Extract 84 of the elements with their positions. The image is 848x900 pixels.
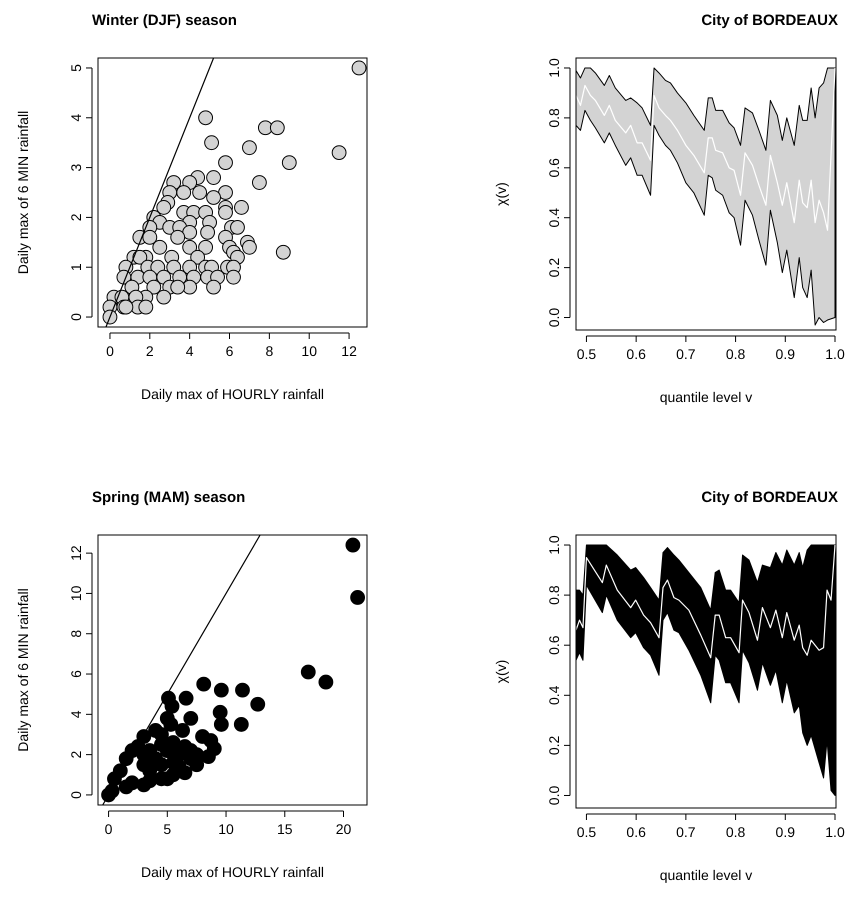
point: [235, 682, 250, 698]
y-tick-label: 0.6: [546, 158, 562, 178]
y-axis-title: Daily max of 6 MIN rainfall: [15, 588, 31, 752]
x-tick-label: 0.5: [576, 346, 596, 362]
point: [178, 690, 194, 706]
y-tick-label: 0.8: [546, 108, 562, 128]
x-axis-title: quantile level v: [660, 389, 752, 405]
y-tick-label: 0.2: [546, 258, 562, 278]
x-tick-label: 8: [265, 343, 274, 359]
x-tick-label: 0.6: [626, 824, 646, 840]
chart-title: City of BORDEAUX: [701, 489, 838, 506]
y-tick-label: 0.0: [546, 308, 562, 328]
x-tick-label: 20: [336, 821, 352, 837]
y-tick-label: 0.8: [546, 585, 562, 605]
y-tick-label: 2: [68, 750, 84, 759]
point: [175, 723, 190, 738]
x-tick-label: 4: [186, 343, 194, 359]
y-tick-label: 4: [68, 114, 84, 122]
x-tick-label: 0: [106, 343, 114, 359]
point: [178, 765, 192, 780]
y-tick-label: 6: [68, 670, 84, 678]
x-tick-label: 0.7: [676, 824, 696, 840]
line-series: [576, 544, 836, 658]
point: [164, 698, 180, 714]
y-axis-title: χ(v): [493, 660, 509, 684]
point: [118, 751, 134, 766]
point: [300, 664, 316, 680]
point: [163, 717, 178, 732]
y-tick-label: 8: [68, 630, 84, 638]
y-tick-label: 0.2: [546, 735, 562, 756]
point: [201, 749, 216, 764]
point: [124, 775, 140, 790]
point: [212, 704, 228, 720]
point: [234, 717, 249, 732]
x-tick-label: 10: [218, 821, 234, 837]
x-tick-label: 2: [146, 343, 154, 359]
point: [345, 538, 360, 552]
x-tick-label: 0.8: [726, 346, 746, 362]
x-tick-label: 0.6: [626, 346, 646, 362]
line-series: [576, 67, 836, 231]
chart-title: City of BORDEAUX: [701, 12, 838, 29]
x-tick-label: 0: [104, 821, 113, 837]
y-tick-label: 2: [68, 213, 84, 222]
point: [214, 682, 229, 698]
x-axis-title: Daily max of HOURLY rainfall: [140, 864, 324, 880]
y-tick-label: 0.6: [546, 635, 562, 655]
x-tick-label: 6: [226, 343, 234, 359]
x-tick-label: 5: [163, 821, 172, 837]
x-axis-title: quantile level v: [660, 867, 752, 883]
y-tick-label: 0.0: [546, 786, 562, 806]
x-tick-label: 10: [301, 343, 318, 359]
point: [214, 717, 229, 732]
point: [250, 696, 266, 712]
point: [318, 674, 334, 690]
y-tick-label: 5: [68, 64, 84, 72]
y-tick-label: 10: [68, 585, 84, 602]
point: [183, 710, 198, 726]
x-tick-label: 1.0: [825, 824, 845, 840]
x-tick-label: 0.8: [726, 824, 746, 840]
x-tick-label: 1.0: [825, 346, 845, 362]
x-tick-label: 0.5: [576, 824, 596, 840]
y-tick-label: 1.0: [546, 58, 562, 78]
chart-title: Spring (MAM) season: [92, 489, 246, 506]
point: [107, 771, 122, 786]
x-axis-title: Daily max of HOURLY rainfall: [140, 386, 324, 402]
y-tick-label: 0.4: [546, 685, 562, 706]
y-axis-title: Daily max of 6 MIN rainfall: [15, 110, 31, 274]
x-tick-label: 0.9: [776, 346, 796, 362]
x-tick-label: 12: [341, 343, 358, 359]
point: [350, 590, 366, 605]
y-tick-label: 1.0: [546, 535, 562, 555]
chart-title: Winter (DJF) season: [92, 12, 237, 29]
y-tick-label: 0: [68, 790, 84, 799]
point: [196, 676, 212, 692]
x-tick-label: 0.7: [676, 346, 696, 362]
y-axis-title: χ(v): [493, 182, 509, 206]
y-tick-label: 1: [68, 263, 84, 272]
x-tick-label: 15: [276, 821, 293, 837]
y-tick-label: 4: [68, 710, 84, 718]
y-tick-label: 3: [68, 163, 84, 172]
x-tick-label: 0.9: [776, 824, 796, 840]
y-tick-label: 12: [68, 545, 84, 561]
y-tick-label: 0.4: [546, 208, 562, 228]
y-tick-label: 0: [68, 312, 84, 321]
